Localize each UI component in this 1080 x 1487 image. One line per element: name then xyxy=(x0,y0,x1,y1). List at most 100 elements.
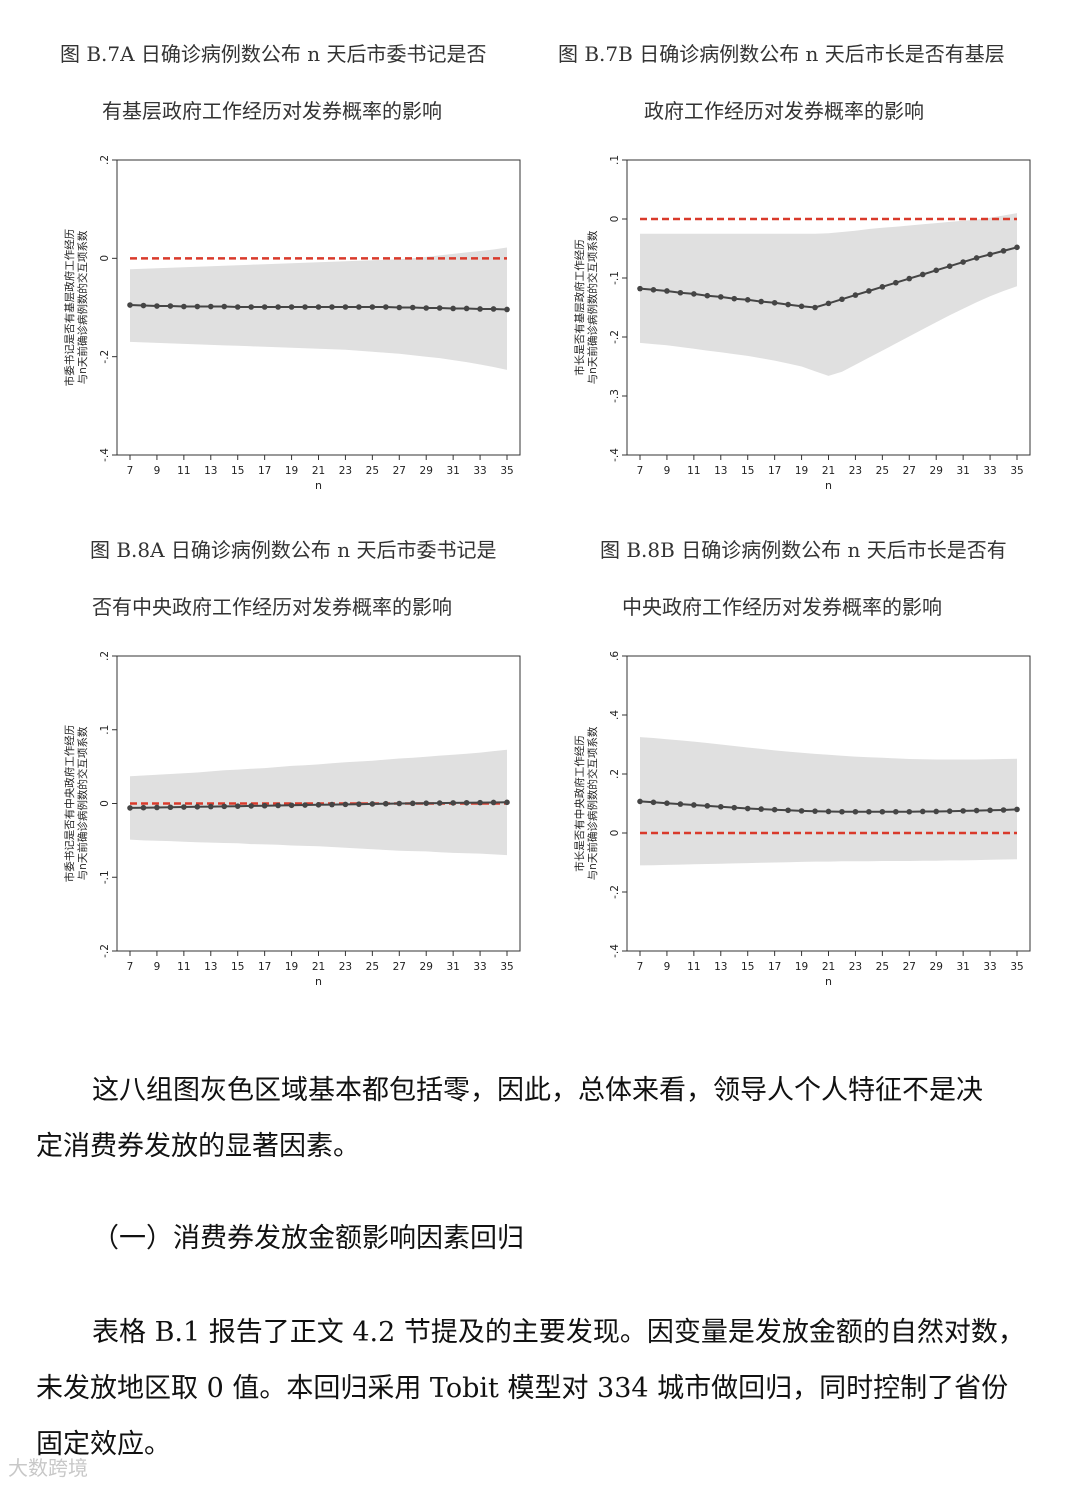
coefficient-point xyxy=(704,803,711,809)
x-tick-label: 13 xyxy=(204,465,217,477)
coefficient-point xyxy=(504,306,510,313)
coefficient-point xyxy=(893,808,899,815)
chart-b8a-svg: 7 9 11 13 15 17 19 21 23 25 27 29 31 33 35 n .2 .1 0 -.1 -.2… xyxy=(63,651,521,988)
coefficient-point xyxy=(194,804,201,810)
coefficient-point xyxy=(207,803,214,810)
coefficient-point xyxy=(369,801,376,807)
x-tick-label: 13 xyxy=(714,465,727,477)
coefficient-point xyxy=(127,302,133,308)
x-tick-label: 35 xyxy=(500,961,513,973)
coefficient-point xyxy=(785,807,791,814)
coefficient-point xyxy=(423,800,430,807)
x-tick-label: 17 xyxy=(258,465,271,477)
x-tick-label: 11 xyxy=(177,465,190,477)
coefficient-point xyxy=(825,808,832,815)
x-axis-label: n xyxy=(825,975,832,988)
coefficient-point xyxy=(987,251,993,258)
chart-b7a: 7 9 11 13 15 17 19 21 23 25 27 29 31 33 35 n .2 0 -.2 -.4 市委… xyxy=(55,150,535,500)
coefficient-point xyxy=(477,799,483,806)
coefficient-point xyxy=(946,263,953,269)
x-tick-label: 23 xyxy=(849,961,862,973)
coefficient-point xyxy=(664,800,670,807)
x-tick-label: 9 xyxy=(154,465,161,477)
y-tick-label: -.4 xyxy=(609,448,621,462)
y-axis-label-line-1: 市委书记是否有中央政府工作经历 xyxy=(63,725,76,883)
coefficient-point xyxy=(342,304,349,310)
coefficient-point xyxy=(650,799,657,806)
coefficient-point xyxy=(852,292,859,298)
x-tick-label: 15 xyxy=(741,961,754,973)
x-tick-label: 29 xyxy=(420,961,433,973)
coefficient-point xyxy=(369,304,376,310)
coefficient-point xyxy=(288,802,295,809)
x-tick-label: 25 xyxy=(876,961,889,973)
y-tick-label: 0 xyxy=(609,216,621,223)
figure-caption-b8b-line1: 图 B.8B 日确诊病例数公布 n 天后市长是否有 xyxy=(600,538,1007,562)
coefficient-point xyxy=(812,808,818,814)
coefficient-point xyxy=(221,803,228,810)
coefficient-point xyxy=(933,267,940,274)
coefficient-point xyxy=(1000,248,1007,254)
coefficient-point xyxy=(866,808,872,815)
coefficient-point xyxy=(933,808,940,815)
x-axis-label: n xyxy=(825,479,832,492)
coefficient-point xyxy=(261,304,268,310)
confidence-band xyxy=(640,213,1017,376)
y-tick-label: -.4 xyxy=(99,448,111,462)
chart-b7b-svg: 7 9 11 13 15 17 19 21 23 25 27 29 31 33 35 n .1 0 -.1 -.2 -.… xyxy=(573,155,1031,492)
x-tick-label: 21 xyxy=(312,465,325,477)
y-axis-label-line-2: 与n天前确诊病例数的交互项系数 xyxy=(76,230,89,384)
coefficient-point xyxy=(812,304,818,311)
coefficient-point xyxy=(409,800,416,807)
coefficient-point xyxy=(839,296,845,303)
y-tick-label: -.1 xyxy=(99,870,111,884)
coefficient-point xyxy=(261,802,268,809)
coefficient-point xyxy=(798,808,805,814)
coefficient-point xyxy=(167,804,174,811)
coefficient-point xyxy=(234,803,241,809)
figure-caption-b8a-line1: 图 B.8A 日确诊病例数公布 n 天后市委书记是 xyxy=(90,538,497,562)
chart-b7b: 7 9 11 13 15 17 19 21 23 25 27 29 31 33 35 n .1 0 -.1 -.2 -.… xyxy=(565,150,1045,500)
y-tick-label: -.2 xyxy=(609,885,621,899)
x-axis-label: n xyxy=(315,479,322,492)
coefficient-point xyxy=(919,808,926,815)
x-tick-label: 23 xyxy=(849,465,862,477)
x-tick-label: 35 xyxy=(1010,961,1023,973)
coefficient-point xyxy=(664,288,670,294)
y-tick-label: -.1 xyxy=(609,271,621,285)
x-tick-label: 31 xyxy=(956,961,969,973)
coefficient-point xyxy=(866,288,872,294)
x-tick-label: 15 xyxy=(231,961,244,973)
chart-b8b: 7 9 11 13 15 17 19 21 23 25 27 29 31 33 35 n .6 .4 .2 0 -.2 -… xyxy=(565,646,1045,996)
y-tick-label: .2 xyxy=(99,155,111,165)
coefficient-point xyxy=(960,808,966,814)
coefficient-point xyxy=(396,304,403,311)
x-tick-label: 25 xyxy=(876,465,889,477)
y-tick-label: 0 xyxy=(99,255,111,262)
x-tick-label: 15 xyxy=(741,465,754,477)
coefficient-point xyxy=(423,305,430,311)
coefficient-point xyxy=(879,284,886,290)
y-tick-label: -.2 xyxy=(99,350,111,364)
coefficient-point xyxy=(302,802,308,808)
coefficient-point xyxy=(973,807,980,814)
x-tick-label: 19 xyxy=(795,961,808,973)
coefficient-point xyxy=(275,304,281,310)
y-tick-label: -.2 xyxy=(99,944,111,958)
x-tick-label: 17 xyxy=(258,961,271,973)
figure-caption-b8b-line2: 中央政府工作经历对发券概率的影响 xyxy=(622,595,942,619)
x-tick-label: 21 xyxy=(822,465,835,477)
x-tick-label: 23 xyxy=(339,961,352,973)
x-tick-label: 15 xyxy=(231,465,244,477)
y-tick-label: -.4 xyxy=(609,944,621,958)
coefficient-point xyxy=(906,808,913,815)
coefficient-point xyxy=(181,303,187,310)
coefficient-point xyxy=(181,804,187,810)
x-tick-label: 11 xyxy=(177,961,190,973)
x-tick-label: 21 xyxy=(312,961,325,973)
x-tick-label: 31 xyxy=(446,961,459,973)
coefficient-point xyxy=(383,304,389,310)
y-tick-label: .6 xyxy=(609,651,621,661)
y-axis-label-line-2: 与n天前确诊病例数的交互项系数 xyxy=(76,726,89,880)
coefficient-point xyxy=(771,299,778,306)
